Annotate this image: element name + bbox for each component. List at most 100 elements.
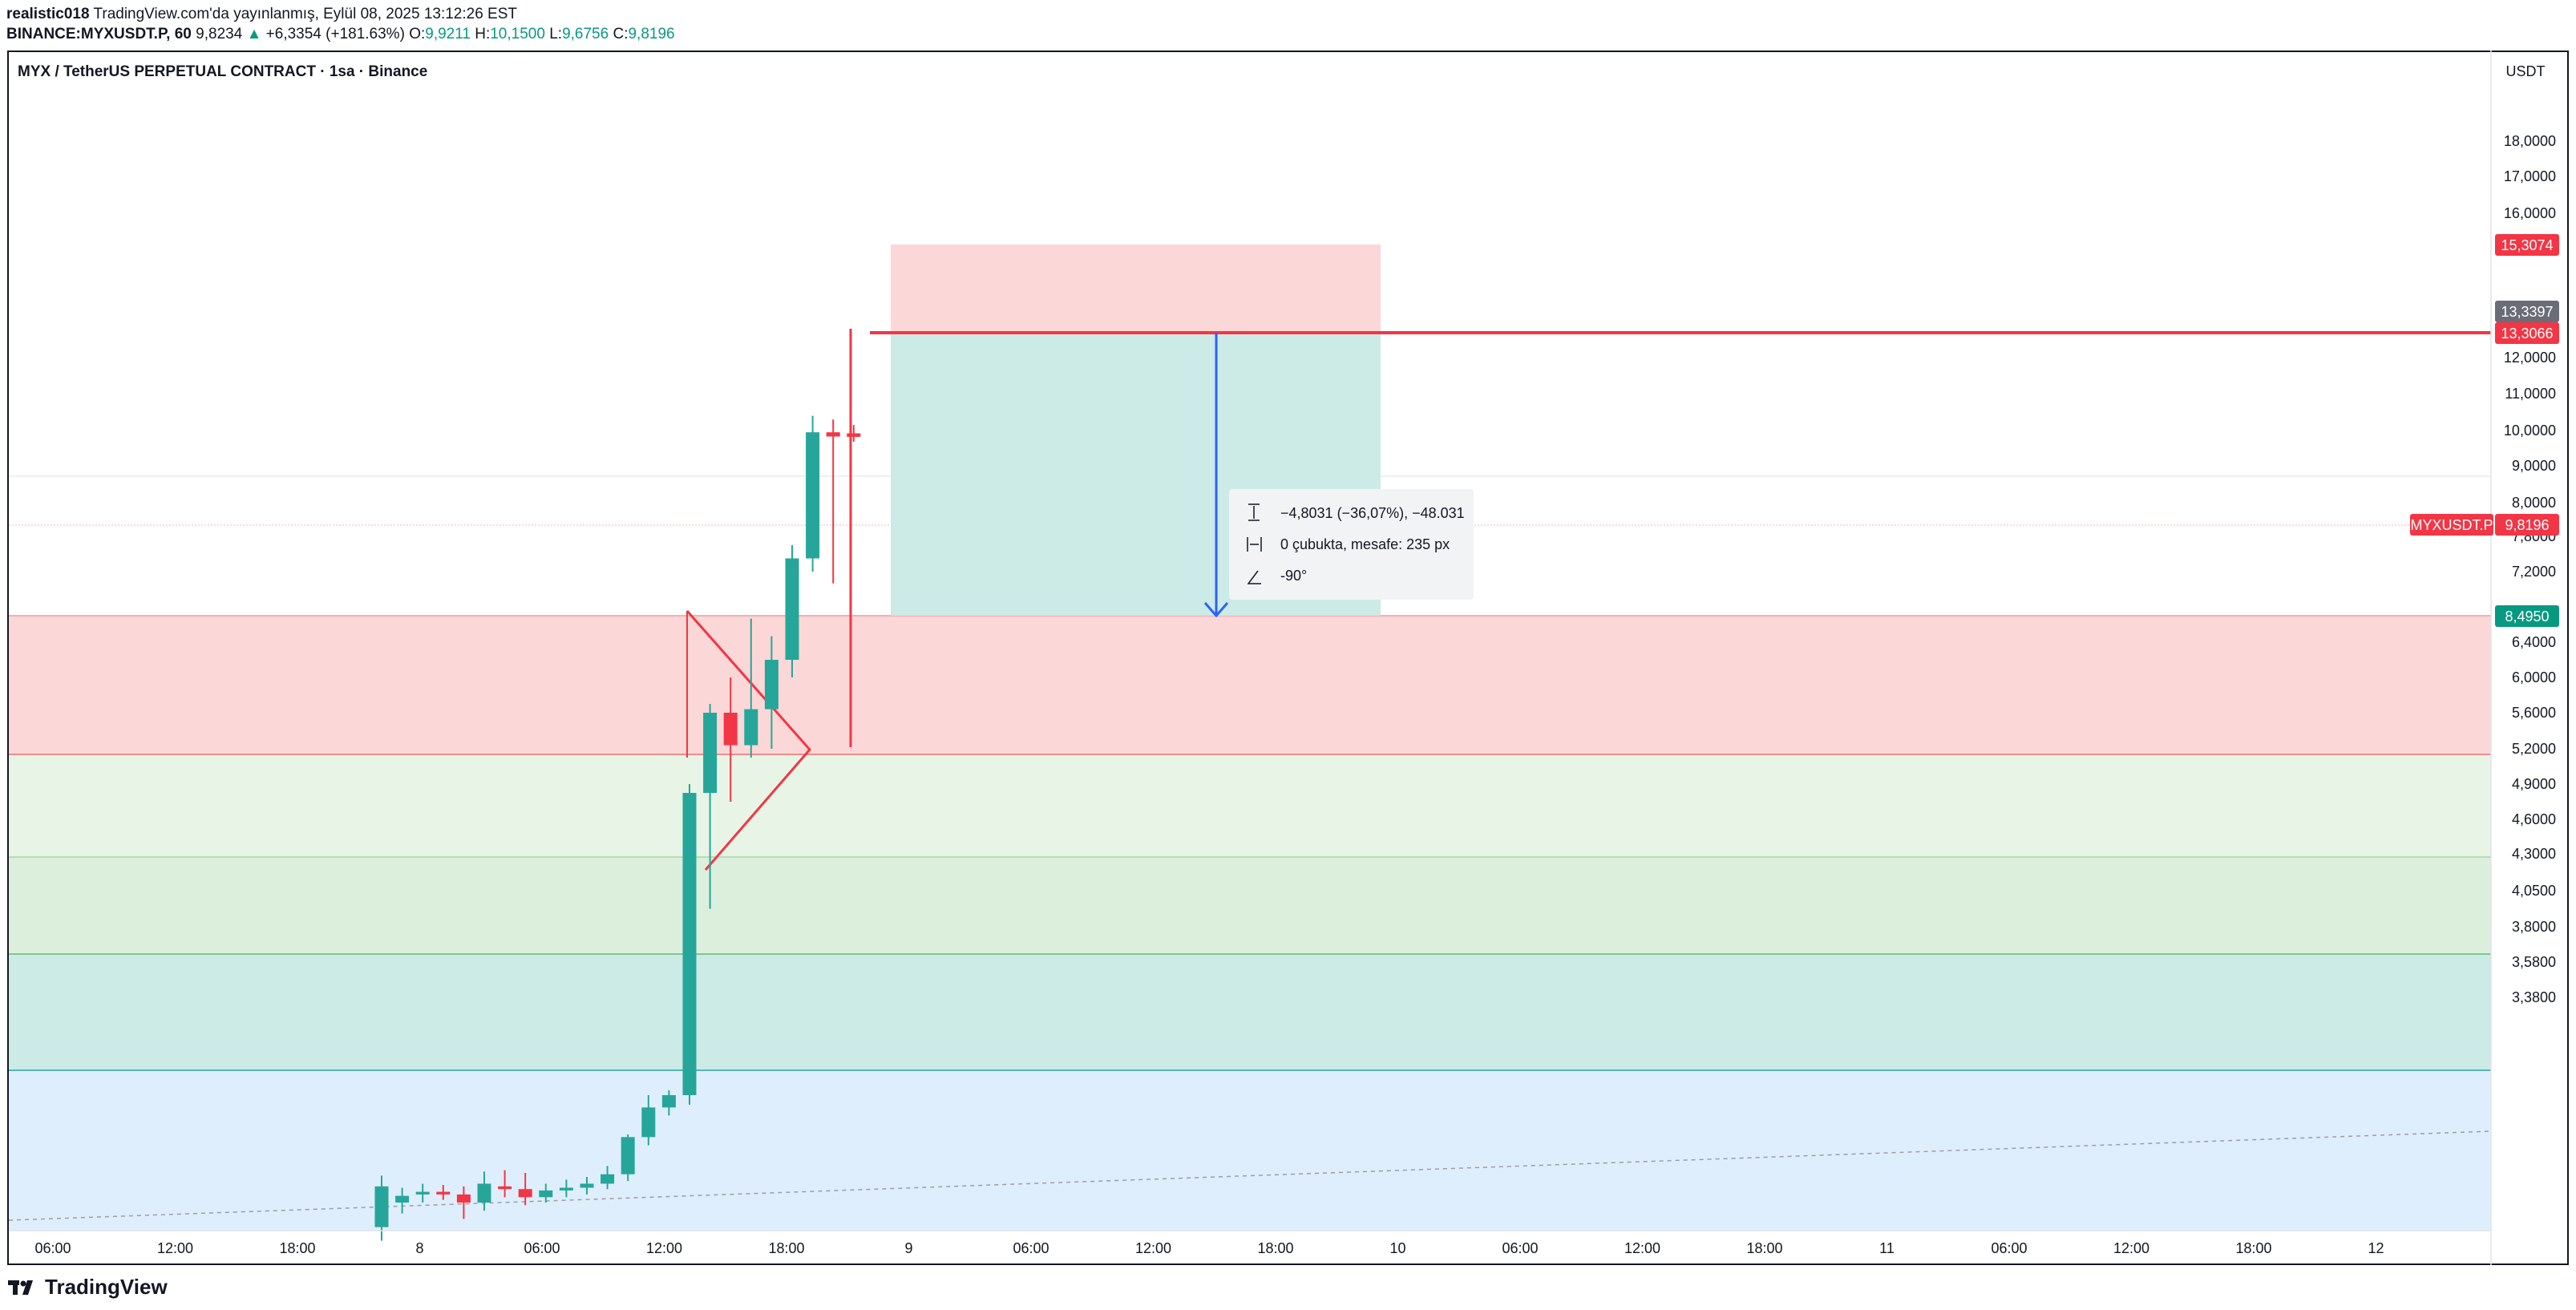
y-tick-label: 4,3000 bbox=[2512, 846, 2556, 862]
candle[interactable] bbox=[764, 636, 778, 749]
candle-body bbox=[764, 660, 778, 710]
candle[interactable] bbox=[785, 545, 799, 677]
currency-label[interactable]: USDT bbox=[2506, 63, 2546, 79]
candle[interactable] bbox=[661, 1090, 676, 1116]
y-tick-label: 3,5800 bbox=[2512, 954, 2556, 970]
tooltip-angle: -90° bbox=[1280, 568, 1307, 584]
candle[interactable] bbox=[539, 1183, 553, 1203]
y-tick-label: 5,6000 bbox=[2512, 705, 2556, 721]
candle[interactable] bbox=[477, 1171, 491, 1211]
tradingview-brand: TradingView bbox=[45, 1275, 168, 1299]
candle[interactable] bbox=[395, 1187, 410, 1214]
target-price-label: 15,3074 bbox=[2495, 234, 2559, 256]
candle-body bbox=[518, 1189, 532, 1198]
chart-title: MYX / TetherUS PERPETUAL CONTRACT · 1sa … bbox=[18, 63, 427, 80]
candle-body bbox=[498, 1186, 512, 1190]
x-tick-label: 18:00 bbox=[1746, 1240, 1782, 1256]
position-target-zone[interactable] bbox=[891, 245, 1381, 333]
candle[interactable] bbox=[580, 1177, 594, 1195]
trend-line[interactable] bbox=[8, 1130, 2492, 1221]
candle[interactable] bbox=[806, 415, 820, 572]
candle[interactable] bbox=[498, 1170, 512, 1198]
grey-price-label: 13,3397 bbox=[2495, 301, 2559, 322]
candle[interactable] bbox=[703, 704, 718, 909]
candle-body bbox=[723, 713, 738, 746]
y-tick-label: 8,0000 bbox=[2512, 495, 2556, 511]
y-tick-label: 4,9000 bbox=[2512, 776, 2556, 792]
y-tick-label: 3,8000 bbox=[2512, 919, 2556, 935]
low-value: 9,6756 bbox=[562, 26, 609, 42]
symbol-price-label: MYXUSDT.P 9,8196 bbox=[2410, 514, 2559, 536]
measure-arrow-head bbox=[1203, 602, 1229, 618]
y-tick-label: 17,0000 bbox=[2504, 168, 2556, 184]
candle[interactable] bbox=[374, 1175, 389, 1241]
candle-body bbox=[415, 1191, 430, 1195]
candle[interactable] bbox=[641, 1095, 656, 1146]
y-tick-label: 6,4000 bbox=[2512, 634, 2556, 650]
y-tick-label: 5,2000 bbox=[2512, 741, 2556, 757]
close-label: C: bbox=[613, 26, 629, 42]
open-label: O: bbox=[409, 26, 426, 42]
x-tick-label: 06:00 bbox=[1991, 1240, 2027, 1256]
tradingview-logo[interactable]: TradingView bbox=[8, 1275, 168, 1300]
candle[interactable] bbox=[723, 677, 738, 802]
tooltip-price-change: −4,8031 (−36,07%), −48.031 bbox=[1280, 505, 1465, 521]
candle-body bbox=[374, 1186, 389, 1227]
x-tick-label: 8 bbox=[415, 1240, 423, 1256]
publish-info: realistic018 TradingView.com'da yayınlan… bbox=[6, 6, 517, 23]
green-zone bbox=[9, 857, 2491, 954]
x-tick-label: 12:00 bbox=[1135, 1240, 1171, 1256]
candle[interactable] bbox=[436, 1185, 451, 1200]
candlestick-series[interactable] bbox=[374, 415, 861, 1241]
y-tick-label: 4,6000 bbox=[2512, 811, 2556, 827]
x-tick-label: 9 bbox=[904, 1240, 912, 1256]
y-axis-ticks[interactable]: 18,000017,000016,000015,000014,000013,00… bbox=[2504, 133, 2556, 1005]
triangle-pattern[interactable] bbox=[685, 610, 811, 871]
bar-range-icon bbox=[1247, 537, 1262, 552]
symbol-legend: BINANCE:MYXUSDT.P, 60 9,8234 ▲ +6,3354 (… bbox=[6, 26, 675, 43]
y-tick-label: 12,0000 bbox=[2504, 350, 2556, 366]
candle[interactable] bbox=[601, 1166, 615, 1190]
y-tick-label: 10,0000 bbox=[2504, 423, 2556, 439]
svg-text:MYXUSDT.P: MYXUSDT.P bbox=[2410, 517, 2493, 533]
candle[interactable] bbox=[456, 1186, 471, 1219]
candle[interactable] bbox=[518, 1173, 532, 1206]
candle-body bbox=[395, 1195, 410, 1203]
x-tick-label: 11 bbox=[1879, 1240, 1895, 1256]
high-value: 10,1500 bbox=[490, 26, 545, 42]
author-name[interactable]: realistic018 bbox=[6, 6, 90, 22]
x-tick-label: 18:00 bbox=[2235, 1240, 2271, 1256]
price-change: +6,3354 (+181.63%) bbox=[265, 26, 405, 42]
svg-text:13,3397: 13,3397 bbox=[2501, 304, 2553, 320]
candle[interactable] bbox=[826, 419, 840, 584]
symbol-name[interactable]: BINANCE:MYXUSDT.P, 60 bbox=[6, 26, 192, 42]
x-tick-label: 06:00 bbox=[1502, 1240, 1538, 1256]
candle-body bbox=[826, 432, 840, 437]
x-tick-label: 12:00 bbox=[2113, 1240, 2149, 1256]
candle-body bbox=[785, 558, 799, 660]
close-value: 9,8196 bbox=[628, 26, 675, 42]
y-tick-label: 7,2000 bbox=[2512, 564, 2556, 580]
svg-text:15,3074: 15,3074 bbox=[2501, 237, 2553, 253]
stop-price-label: 8,4950 bbox=[2495, 605, 2559, 627]
candle[interactable] bbox=[621, 1134, 635, 1182]
y-tick-label: 3,3800 bbox=[2512, 989, 2556, 1005]
candle-body bbox=[456, 1194, 471, 1203]
candle-body bbox=[580, 1183, 594, 1188]
y-tick-label: 4,0500 bbox=[2512, 883, 2556, 899]
candle[interactable] bbox=[847, 425, 861, 443]
candle[interactable] bbox=[559, 1179, 573, 1198]
x-axis-ticks[interactable]: 06:00 12:00 18:00 8 06:00 12:00 18:00 9 06:00 12:… bbox=[34, 1240, 2384, 1256]
candle-body bbox=[744, 709, 758, 746]
x-tick-label: 18:00 bbox=[768, 1240, 804, 1256]
candle[interactable] bbox=[744, 618, 758, 758]
open-value: 9,9211 bbox=[425, 26, 471, 42]
candle[interactable] bbox=[682, 784, 697, 1105]
y-tick-label: 11,0000 bbox=[2505, 386, 2556, 402]
up-arrow-icon: ▲ bbox=[246, 26, 262, 42]
x-tick-label: 06:00 bbox=[34, 1240, 71, 1256]
candle-body bbox=[621, 1137, 635, 1175]
candle-body bbox=[539, 1190, 553, 1198]
candle[interactable] bbox=[415, 1183, 430, 1203]
